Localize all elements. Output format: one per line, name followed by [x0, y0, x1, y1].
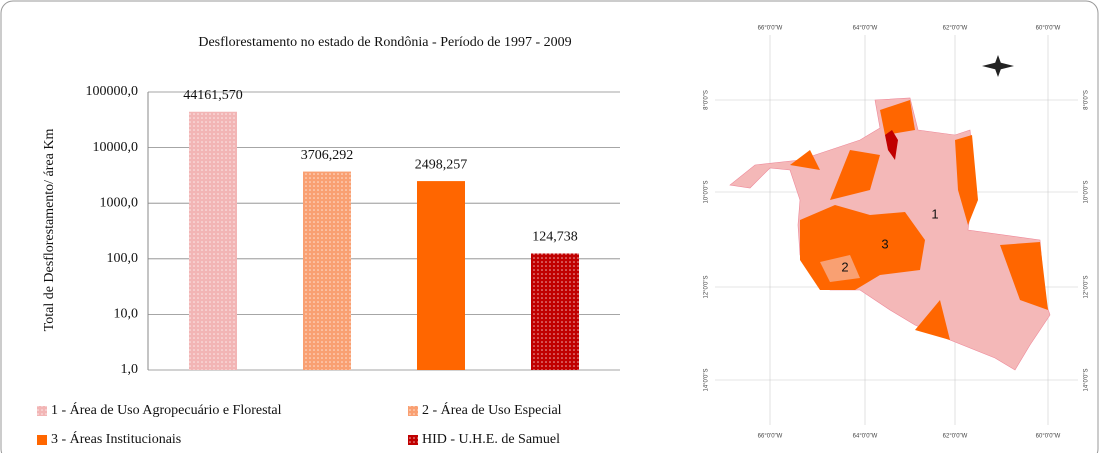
map-lon-label: 66°0'0"W: [758, 26, 783, 32]
map-region-label: 3: [881, 236, 888, 251]
map-dam: [885, 130, 898, 160]
north-arrow: [982, 55, 1014, 77]
legend-swatch-pattern: [408, 435, 418, 445]
y-tick-label: 100,0: [107, 251, 139, 266]
map-lat-label: 14°0'0"S: [1084, 368, 1090, 391]
legend-swatch-pattern: [37, 406, 47, 416]
map-lon-label: 62°0'0"W: [943, 26, 968, 32]
chart-title: Desflorestamento no estado de Rondônia -…: [198, 35, 571, 50]
map: 66°0'0"W 66°0'0"W 64°0'0"W 64°0'0"W 62°0'0"W…: [704, 26, 1090, 440]
map-lat-label: 14°0'0"S: [704, 368, 710, 391]
bar-pattern: [189, 111, 237, 370]
y-tick-label: 1,0: [121, 362, 139, 377]
map-lat-label: 12°0'0"S: [1084, 275, 1090, 298]
map-lon-label: 64°0'0"W: [853, 434, 878, 440]
bar-pattern: [531, 253, 579, 370]
map-region-label: 1: [931, 206, 938, 221]
data-label: 3706,292: [301, 148, 354, 163]
y-tick-label: 100000,0: [86, 84, 139, 99]
map-lat-label: 8°0'0"S: [1084, 90, 1090, 110]
legend-label: 3 - Áreas Institucionais: [51, 430, 181, 447]
y-tick-label: 10,0: [114, 307, 139, 322]
map-patches: [790, 100, 1048, 340]
data-label: 124,738: [532, 230, 578, 245]
map-lat-label: 10°0'0"S: [704, 180, 710, 203]
legend-swatch-pattern: [408, 406, 418, 416]
data-label: 2498,257: [415, 157, 468, 172]
map-lat-label: 10°0'0"S: [1084, 180, 1090, 203]
map-lon-label: 62°0'0"W: [943, 434, 968, 440]
bar: [417, 181, 465, 370]
map-lon-label: 60°0'0"W: [1036, 26, 1061, 32]
map-region-2: [820, 255, 860, 282]
legend-label: 2 - Área de Uso Especial: [422, 401, 562, 418]
y-axis-label: Total de Desflorestamento/ área Km: [42, 129, 57, 332]
map-lon-label: 60°0'0"W: [1036, 434, 1061, 440]
legend-swatch: [37, 435, 47, 445]
bar-pattern: [303, 171, 351, 370]
map-lat-label: 8°0'0"S: [704, 90, 710, 110]
y-tick-label: 1000,0: [100, 195, 139, 210]
map-region-label: 2: [841, 259, 848, 274]
y-tick-label: 10000,0: [93, 140, 139, 155]
legend-label: HID - U.H.E. de Samuel: [422, 432, 560, 447]
map-lon-label: 66°0'0"W: [758, 434, 783, 440]
data-label: 44161,570: [183, 88, 243, 103]
map-lon-label: 64°0'0"W: [853, 26, 878, 32]
map-lat-label: 12°0'0"S: [704, 275, 710, 298]
legend-label: 1 - Área de Uso Agropecuário e Florestal: [51, 401, 282, 418]
